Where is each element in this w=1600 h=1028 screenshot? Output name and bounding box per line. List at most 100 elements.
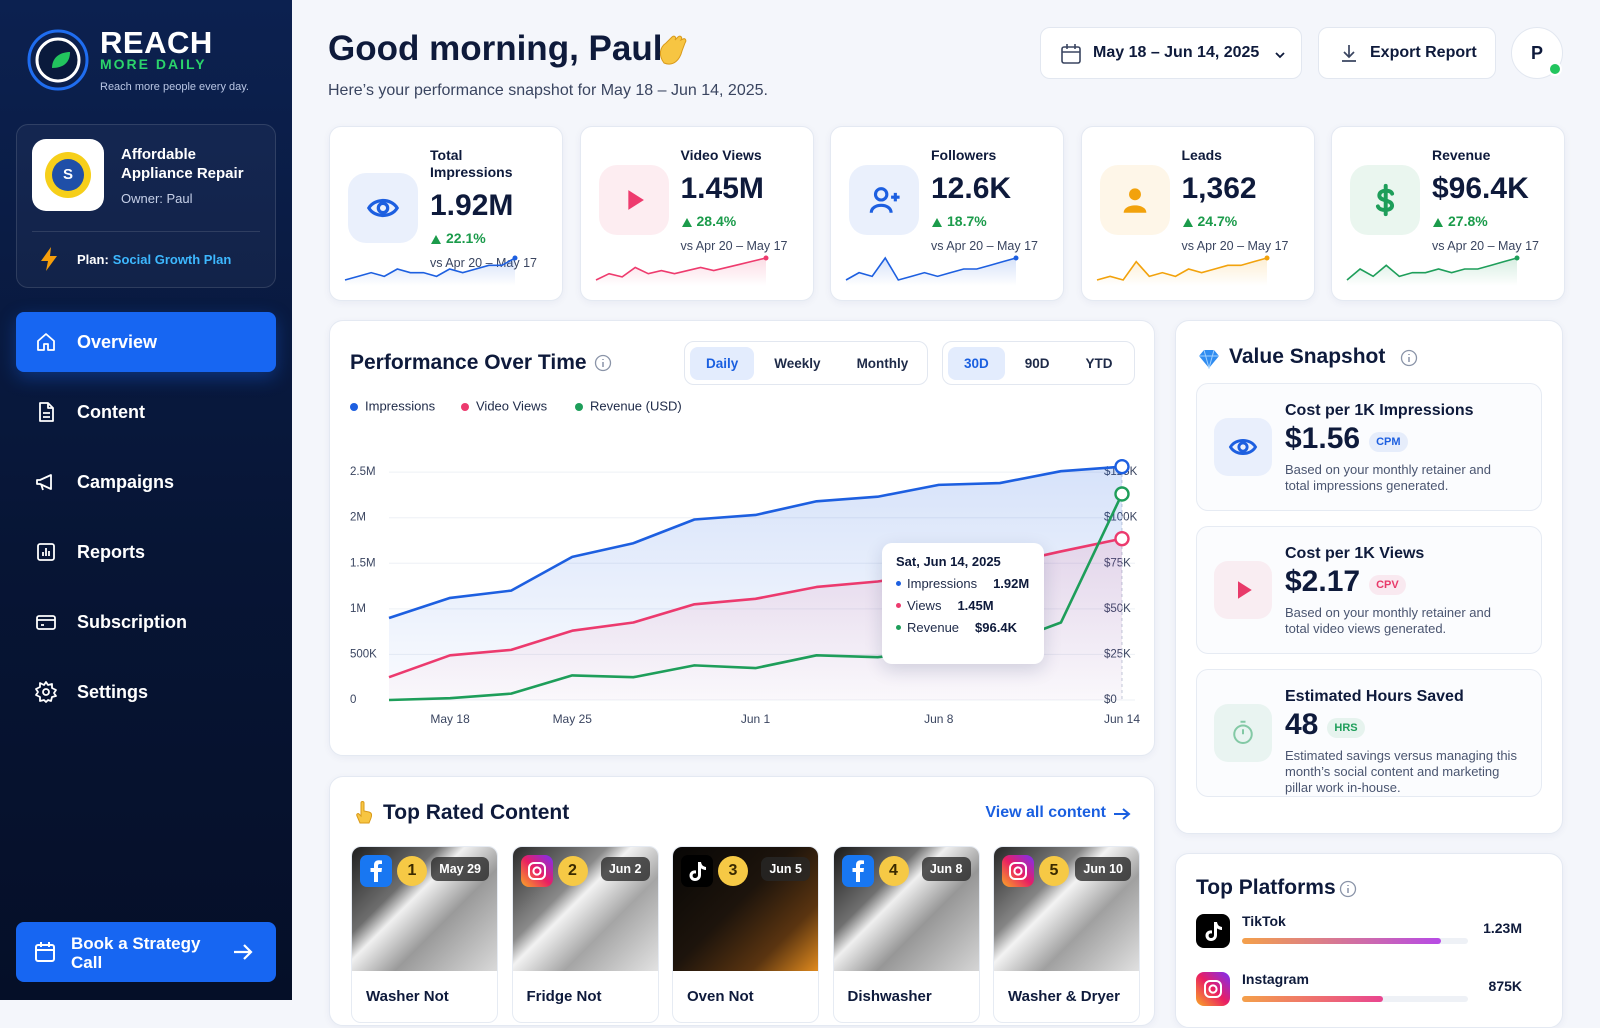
- nav-label: Overview: [77, 332, 158, 352]
- toggle-option[interactable]: 30D: [948, 346, 1005, 380]
- icon-part: [376, 201, 390, 215]
- icon-part: [39, 402, 54, 422]
- content-card[interactable]: 5 Jun 10 Washer & Dryer: [993, 846, 1140, 1023]
- series-marker: [1114, 530, 1130, 547]
- icon-part: [520, 855, 553, 887]
- snapshot-badge: CPM: [1369, 432, 1408, 452]
- legend-label: Impressions: [365, 398, 436, 413]
- icon-part: [627, 190, 644, 210]
- nav-item[interactable]: Overview: [16, 312, 276, 372]
- content-title: Washer Not: [366, 988, 449, 1005]
- snapshot-card: Cost per 1K Views $2.17 CPV Based on your m…: [1196, 526, 1542, 654]
- arrow: [234, 944, 253, 960]
- toggle-option[interactable]: 90D: [1024, 355, 1050, 371]
- kpi-icon: [1099, 165, 1170, 235]
- date-range-button[interactable]: May 18 – Jun 14, 2025: [1040, 27, 1302, 79]
- snapshot-icon: [1214, 561, 1272, 619]
- nav-item[interactable]: Reports: [16, 522, 276, 582]
- platform-icon: [1196, 972, 1230, 1011]
- snapshot-title: Estimated Hours Saved: [1285, 688, 1464, 705]
- y-tick-label: 1.5M: [350, 557, 376, 569]
- hand: [659, 35, 687, 65]
- kpi-change: 18.7%: [947, 213, 987, 229]
- content-card[interactable]: 1 May 29 Washer Not: [351, 846, 498, 1023]
- content-card[interactable]: 4 Jun 8 Dishwasher: [832, 846, 980, 1023]
- calendar: [35, 944, 55, 962]
- icon: [841, 855, 874, 887]
- value-snapshot-panel: Value Snapshot Cost per 1K Impressions $1…: [1175, 320, 1563, 834]
- plan-icon: [41, 247, 57, 271]
- icon-part: [1238, 581, 1252, 599]
- logo-mark: [27, 29, 89, 91]
- date-range: May 18 – Jun 14, 2025: [1093, 44, 1260, 61]
- icon-part: [1013, 866, 1023, 876]
- toggle-option[interactable]: Daily: [690, 346, 755, 380]
- bar-value-label: 875K: [1488, 978, 1522, 994]
- kpi-value: 1.92M: [430, 189, 514, 222]
- kpi-value: $96.4K: [1432, 172, 1529, 205]
- view-all-link[interactable]: View all content: [985, 804, 1106, 821]
- icon-part: [531, 866, 542, 876]
- range-toggle: 30D 90D YTD: [942, 341, 1135, 385]
- toggle-option[interactable]: Weekly: [774, 355, 821, 371]
- icon-part: [1233, 724, 1253, 744]
- kpi-title: Revenue: [1432, 147, 1491, 163]
- gem: [1199, 350, 1219, 368]
- icon-part: [37, 333, 55, 351]
- platform-icon: [1196, 914, 1230, 953]
- snapshot-value: $1.56: [1285, 422, 1361, 455]
- icon-part: [1240, 720, 1246, 735]
- content-card[interactable]: 2 Jun 2 Fridge Not: [511, 846, 659, 1023]
- legend-swatch: [575, 403, 583, 411]
- chevron: [1275, 52, 1285, 59]
- icon-part: [370, 860, 382, 882]
- series-marker: [1114, 486, 1130, 502]
- nav-item[interactable]: Settings: [16, 662, 276, 722]
- sparkline-dot: [763, 255, 768, 261]
- sparkline-line: [344, 257, 516, 281]
- snapshot-desc: Estimated savings versus managing this m…: [1285, 748, 1517, 795]
- sparkline-area: [1347, 258, 1517, 286]
- icon: [35, 681, 57, 703]
- cta-label: Book a Strategy Call: [71, 934, 201, 972]
- toggle-option[interactable]: Monthly: [856, 355, 909, 371]
- avatar[interactable]: P: [1511, 27, 1563, 79]
- hand: [356, 801, 373, 824]
- greeting: Good morning, Paul: [328, 29, 663, 68]
- kpi-card: Revenue $96.4K 27.8% vs Apr 20 – May 17: [1331, 126, 1565, 301]
- snapshot-value-row: $1.56 CPM: [1285, 422, 1408, 456]
- bar: [1242, 938, 1441, 944]
- nav-icon: [34, 540, 58, 569]
- kpi-title: Video Views: [680, 147, 762, 163]
- wave-icon: [659, 35, 687, 65]
- tooltip-dot: [896, 625, 901, 630]
- nav-item[interactable]: Subscription: [16, 592, 276, 652]
- cta-button[interactable]: Book a Strategy Call: [16, 922, 276, 982]
- tooltip-value: $96.4K: [975, 620, 1017, 635]
- panel-title: Top Rated Content: [383, 801, 570, 824]
- business-name: Affordable Appliance Repair: [121, 146, 244, 182]
- kpi-period: vs Apr 20 – May 17: [1432, 239, 1540, 253]
- kpi-icon: [348, 173, 418, 243]
- info-icon: [1400, 349, 1418, 367]
- toggle-option[interactable]: YTD: [1085, 355, 1113, 371]
- x-tick-label: Jun 14: [1104, 712, 1140, 726]
- nav-item[interactable]: Campaigns: [16, 452, 276, 512]
- icon: [681, 218, 692, 227]
- bar: [1242, 996, 1384, 1002]
- icon-part: [39, 402, 54, 422]
- icon-part: [36, 474, 52, 491]
- icon-part: [869, 203, 893, 214]
- icon-part: [366, 198, 400, 218]
- content-card[interactable]: 3 Jun 5 Oven Not: [672, 846, 819, 1023]
- sparkline-dot: [1264, 255, 1269, 261]
- y-tick-label: 500K: [350, 648, 377, 660]
- nav-item[interactable]: Content: [16, 382, 276, 442]
- icon: [360, 855, 392, 887]
- info-icon: [594, 354, 612, 372]
- icon-part: [873, 187, 889, 202]
- kpi-title: Total Impressions: [430, 147, 513, 180]
- export-button[interactable]: Export Report: [1318, 27, 1496, 79]
- logo-letter: S: [52, 159, 84, 191]
- icon: [1238, 581, 1252, 599]
